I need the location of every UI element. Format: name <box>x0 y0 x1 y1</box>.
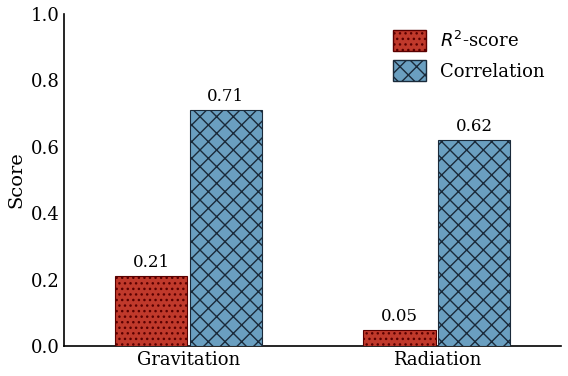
Text: 0.62: 0.62 <box>456 118 492 135</box>
Text: 0.71: 0.71 <box>207 88 244 105</box>
Text: 0.21: 0.21 <box>132 255 170 271</box>
Bar <box>190 110 262 346</box>
Bar <box>364 330 436 346</box>
Bar <box>115 276 187 346</box>
Text: 0.05: 0.05 <box>381 308 418 324</box>
Legend: $R^2$-score, Correlation: $R^2$-score, Correlation <box>386 23 552 88</box>
Y-axis label: Score: Score <box>7 152 25 208</box>
Bar <box>438 140 510 346</box>
